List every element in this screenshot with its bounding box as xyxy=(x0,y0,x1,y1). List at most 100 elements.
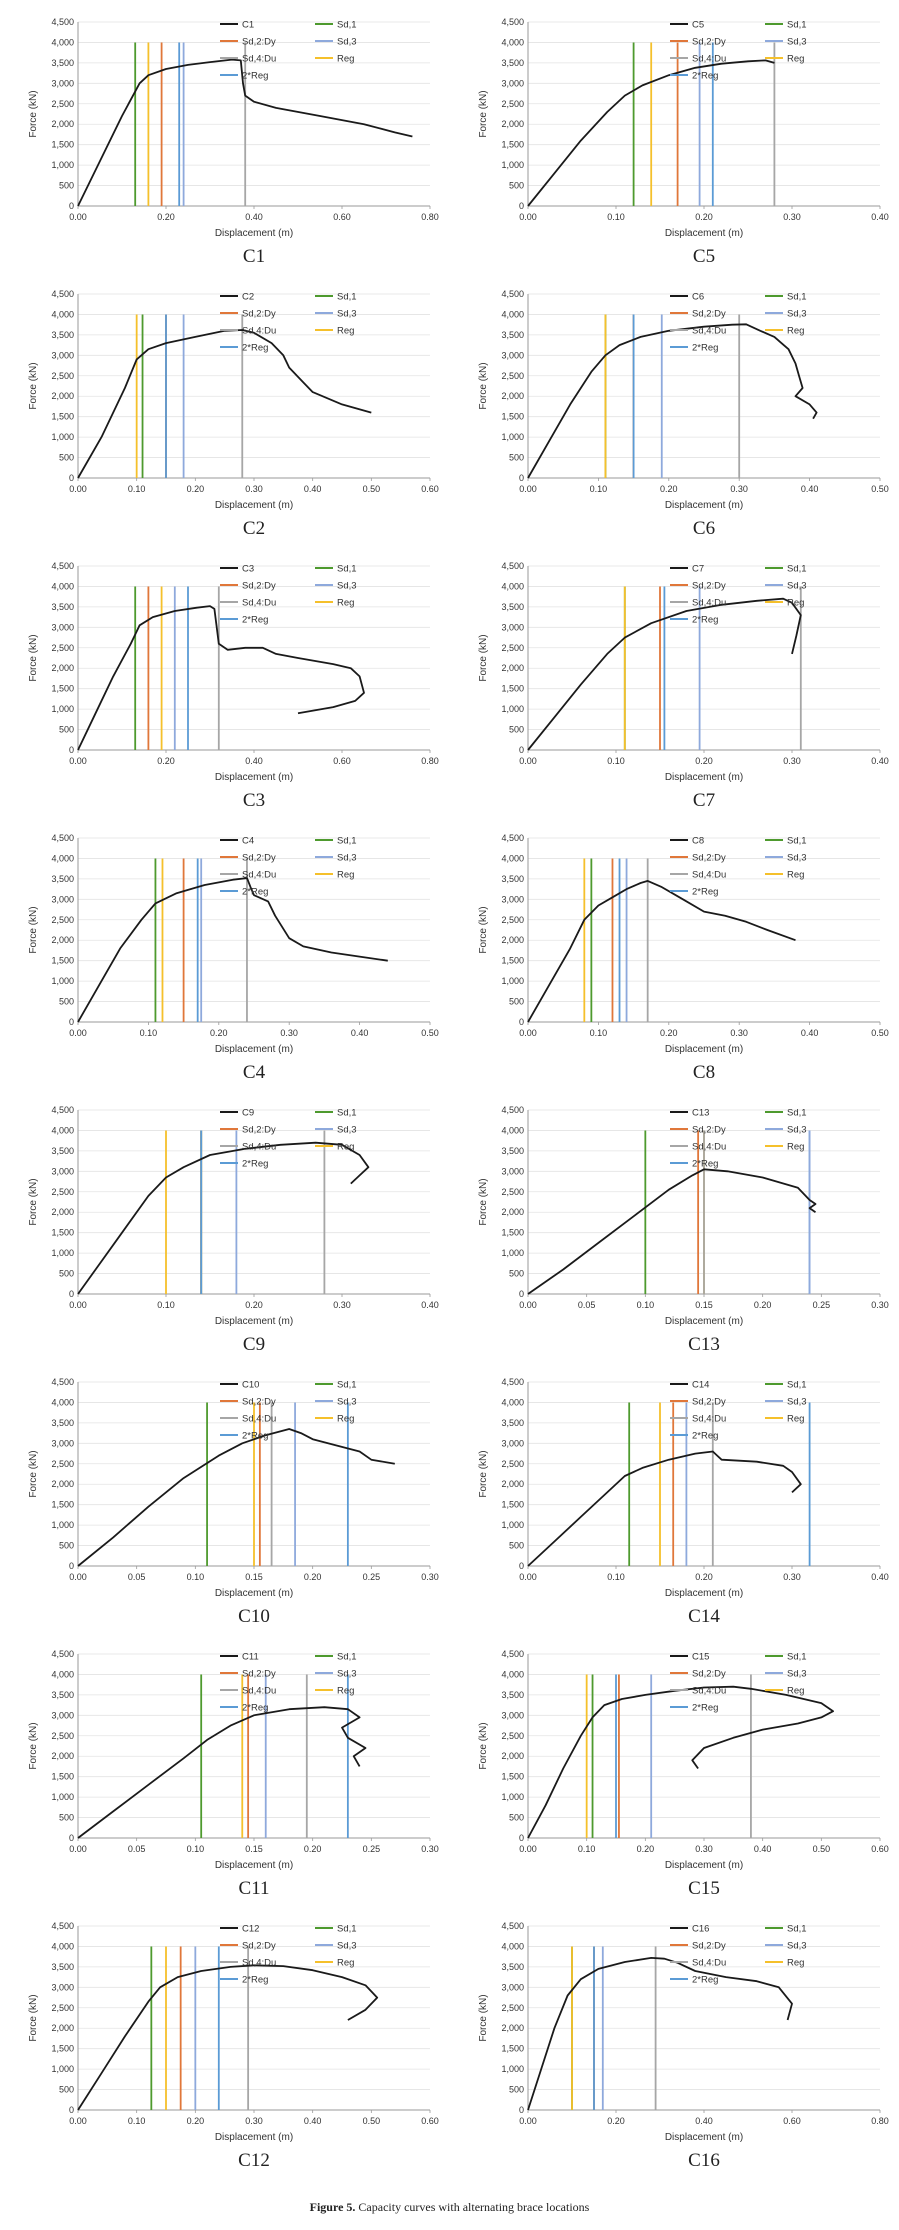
legend-label-reg2: 2*Reg xyxy=(692,71,718,82)
legend-label-sd4: Sd,4:Du xyxy=(692,1686,726,1697)
x-tick-label: 0.80 xyxy=(421,212,439,222)
legend-label-reg2: 2*Reg xyxy=(242,1159,268,1170)
y-axis-label: Force (kN) xyxy=(478,90,489,137)
legend-label-curve: C7 xyxy=(692,564,704,575)
y-tick-label: 4,500 xyxy=(501,17,524,27)
legend-label-sd2: Sd,2:Dy xyxy=(242,1941,276,1952)
figure-caption-label: Figure 5. xyxy=(309,2200,356,2214)
legend-label-curve: C15 xyxy=(692,1652,709,1663)
chart-caption: C13 xyxy=(688,1334,720,1355)
chart-panel-c6: 0 500 1,000 1,500 2,000 2,500 3,000 3,500 4,000 4… xyxy=(470,280,890,540)
x-tick-label: 0.00 xyxy=(519,2116,537,2126)
legend-label-reg2: 2*Reg xyxy=(242,1703,268,1714)
x-tick-label: 0.30 xyxy=(333,1300,351,1310)
chart-panel-c14: 0 500 1,000 1,500 2,000 2,500 3,000 3,500 4,000 4… xyxy=(470,1368,890,1628)
y-tick-label: 4,500 xyxy=(51,1377,74,1387)
x-axis-label: Displacement (m) xyxy=(665,1860,743,1871)
x-tick-label: 0.05 xyxy=(128,1844,146,1854)
y-tick-label: 0 xyxy=(519,2105,524,2115)
y-tick-label: 1,000 xyxy=(51,1248,74,1258)
x-tick-label: 0.00 xyxy=(69,1028,87,1038)
y-tick-label: 2,000 xyxy=(501,119,524,129)
capacity-curve xyxy=(77,1706,367,1839)
x-tick-label: 0.25 xyxy=(363,1572,381,1582)
capacity-curve xyxy=(77,877,388,1023)
y-tick-label: 2,000 xyxy=(51,1751,74,1761)
y-tick-label: 500 xyxy=(509,1269,524,1279)
x-tick-label: 0.20 xyxy=(245,1300,263,1310)
x-tick-label: 0.20 xyxy=(187,2116,205,2126)
chart-caption: C7 xyxy=(692,790,716,811)
x-tick-label: 0.40 xyxy=(304,2116,322,2126)
x-axis-label: Displacement (m) xyxy=(665,228,743,239)
x-tick-label: 0.00 xyxy=(69,1844,87,1854)
legend-label-sd3: Sd,3 xyxy=(787,1125,807,1136)
x-axis-label: Displacement (m) xyxy=(665,500,743,511)
y-tick-label: 0 xyxy=(519,1561,524,1571)
y-tick-label: 2,000 xyxy=(501,2023,524,2033)
y-tick-label: 1,000 xyxy=(501,1520,524,1530)
y-axis-label: Force (kN) xyxy=(478,634,489,681)
x-tick-label: 0.30 xyxy=(280,1028,298,1038)
legend-label-reg: Reg xyxy=(337,1686,354,1697)
y-tick-label: 2,500 xyxy=(51,643,74,653)
y-tick-label: 4,000 xyxy=(51,1397,74,1407)
x-tick-label: 0.00 xyxy=(519,1844,537,1854)
y-tick-label: 4,500 xyxy=(501,1105,524,1115)
capacity-curve xyxy=(77,58,413,207)
legend-label-curve: C4 xyxy=(242,836,254,847)
x-axis-label: Displacement (m) xyxy=(215,500,293,511)
y-tick-label: 500 xyxy=(59,1813,74,1823)
chart-svg: 0 500 1,000 1,500 2,000 2,500 3,000 3,500 4,000 4… xyxy=(478,289,889,511)
legend-label-reg: Reg xyxy=(337,870,354,881)
y-tick-label: 4,500 xyxy=(51,17,74,27)
y-tick-label: 3,000 xyxy=(501,1166,524,1176)
legend-label-sd3: Sd,3 xyxy=(337,1669,357,1680)
legend-label-sd3: Sd,3 xyxy=(787,1669,807,1680)
x-tick-label: 0.00 xyxy=(69,756,87,766)
y-tick-label: 2,000 xyxy=(501,1479,524,1489)
y-tick-label: 500 xyxy=(509,2085,524,2095)
legend-label-reg2: 2*Reg xyxy=(242,887,268,898)
y-tick-label: 4,000 xyxy=(51,1125,74,1135)
legend-label-reg: Reg xyxy=(337,1414,354,1425)
legend-label-sd3: Sd,3 xyxy=(787,1397,807,1408)
legend-label-reg2: 2*Reg xyxy=(692,1431,718,1442)
y-tick-label: 2,000 xyxy=(501,391,524,401)
y-axis-label: Force (kN) xyxy=(478,1994,489,2041)
capacity-curve xyxy=(527,1450,802,1567)
y-tick-label: 1,500 xyxy=(51,956,74,966)
y-tick-label: 1,000 xyxy=(51,2064,74,2074)
y-tick-label: 4,500 xyxy=(51,1649,74,1659)
y-tick-label: 4,500 xyxy=(501,1377,524,1387)
y-tick-label: 2,000 xyxy=(51,391,74,401)
chart-svg: 0 500 1,000 1,500 2,000 2,500 3,000 3,500 4,000 4… xyxy=(478,1377,889,1599)
x-tick-label: 0.20 xyxy=(607,2116,625,2126)
y-tick-label: 4,500 xyxy=(501,289,524,299)
chart-svg: 0 500 1,000 1,500 2,000 2,500 3,000 3,500 4,000 4… xyxy=(28,1105,439,1327)
y-tick-label: 1,500 xyxy=(501,684,524,694)
y-tick-label: 4,000 xyxy=(51,309,74,319)
y-tick-label: 2,500 xyxy=(501,1187,524,1197)
legend-label-reg: Reg xyxy=(337,326,354,337)
y-tick-label: 4,000 xyxy=(501,37,524,47)
x-tick-label: 0.25 xyxy=(363,1844,381,1854)
y-tick-label: 4,000 xyxy=(501,1941,524,1951)
legend-label-reg2: 2*Reg xyxy=(692,1975,718,1986)
capacity-curve xyxy=(77,605,365,751)
legend-label-reg: Reg xyxy=(787,1142,804,1153)
legend-label-reg: Reg xyxy=(787,1686,804,1697)
chart-panel-c5: 0 500 1,000 1,500 2,000 2,500 3,000 3,500 4,000 4… xyxy=(470,8,890,268)
y-tick-label: 2,000 xyxy=(501,935,524,945)
capacity-curve xyxy=(77,1428,395,1567)
x-tick-label: 0.20 xyxy=(660,1028,678,1038)
y-tick-label: 4,000 xyxy=(501,853,524,863)
y-tick-label: 2,500 xyxy=(51,2003,74,2013)
legend-label-sd4: Sd,4:Du xyxy=(242,598,276,609)
x-axis-label: Displacement (m) xyxy=(215,2132,293,2143)
legend-label-sd3: Sd,3 xyxy=(337,37,357,48)
y-tick-label: 2,500 xyxy=(501,1459,524,1469)
x-tick-label: 0.50 xyxy=(421,1028,439,1038)
x-axis-label: Displacement (m) xyxy=(215,228,293,239)
x-tick-label: 0.60 xyxy=(333,756,351,766)
